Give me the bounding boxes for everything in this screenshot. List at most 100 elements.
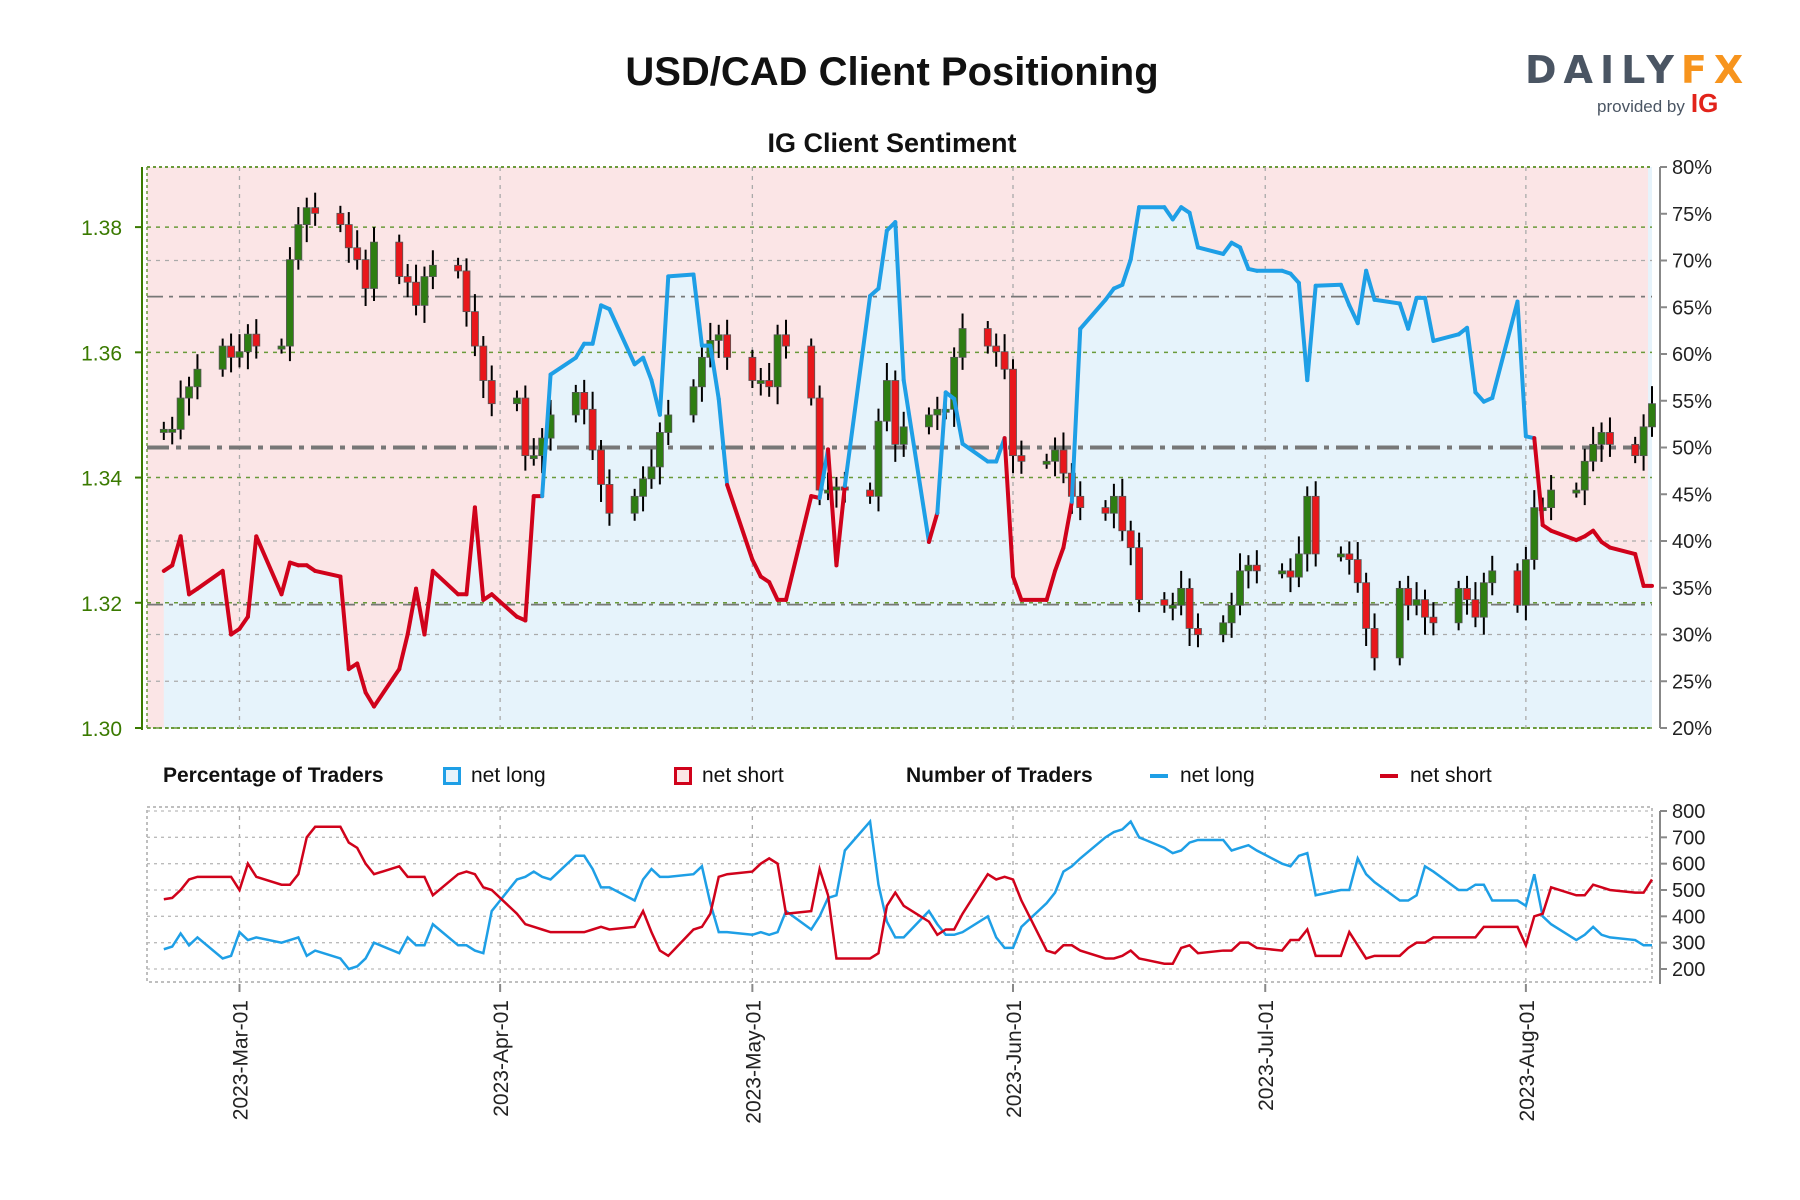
candle-up — [428, 264, 437, 277]
sentiment-line-segment — [1465, 325, 1478, 395]
sentiment-line-segment — [254, 534, 284, 597]
candle-down — [1404, 587, 1413, 606]
candle-up — [420, 276, 429, 306]
candle-up — [286, 259, 294, 347]
sentiment-line-segment — [1406, 295, 1419, 331]
sentiment-line-segment — [783, 494, 814, 602]
candle-up — [1303, 495, 1312, 555]
right-axis-label: 60% — [1672, 344, 1712, 366]
candle-up — [529, 455, 538, 460]
sentiment-line-segment — [414, 586, 427, 637]
right-axis-label: 35% — [1672, 578, 1712, 600]
candle-down — [1463, 587, 1471, 601]
left-axis-label: 1.32 — [81, 593, 122, 616]
left-axis-label: 1.30 — [81, 718, 122, 741]
right-axis-label: 45% — [1672, 484, 1712, 506]
sentiment-line-segment — [876, 228, 889, 291]
candle-down — [1471, 599, 1480, 618]
sentiment-line-segment — [372, 667, 402, 709]
candle-up — [1109, 495, 1118, 514]
candle-down — [412, 281, 420, 306]
sentiment-line-segment — [1532, 436, 1545, 528]
sentiment-line-segment — [1338, 282, 1352, 308]
sentiment-line-segment — [826, 447, 839, 568]
logo-ig: IG — [1690, 88, 1719, 118]
candle-up — [756, 380, 765, 384]
candle-up — [1219, 622, 1228, 636]
legend-swatch-short — [674, 767, 692, 785]
right-axis-label: 80% — [1672, 157, 1712, 179]
sentiment-line-segment — [691, 272, 704, 348]
candle-down — [1370, 628, 1379, 659]
candle-up — [714, 334, 723, 341]
candle-down — [1429, 616, 1438, 624]
sentiment-line-segment — [960, 441, 990, 464]
logo-provided-by: provided by — [1597, 97, 1685, 116]
candle-up — [185, 386, 193, 399]
candle-up — [689, 386, 698, 416]
sentiment-line-segment — [1288, 271, 1301, 285]
candle-down — [521, 397, 530, 457]
traders-axis-label: 400 — [1672, 906, 1705, 928]
traders-axis-label: 300 — [1672, 933, 1705, 955]
legend-line-short — [1380, 774, 1398, 778]
candle-down — [1606, 432, 1614, 445]
sentiment-line-segment — [1607, 545, 1638, 557]
sentiment-line-segment — [666, 272, 696, 279]
sentiment-line-segment — [1221, 240, 1234, 256]
candle-up — [1278, 570, 1286, 575]
sentiment-line-segment — [472, 505, 486, 602]
sentiment-line-segment — [834, 483, 847, 568]
sentiment-line-segment — [1515, 299, 1528, 439]
candle-up — [370, 241, 378, 289]
net-long-area-edge — [1648, 167, 1652, 728]
sentiment-line-segment — [590, 303, 604, 346]
candle-down — [983, 328, 992, 347]
sentiment-line-segment — [1103, 286, 1116, 302]
candle-down — [1059, 449, 1068, 474]
sentiment-line-segment — [430, 568, 461, 597]
sentiment-line-segment — [363, 690, 377, 709]
sentiment-line-segment — [607, 307, 637, 367]
sentiment-line-segment — [1128, 205, 1142, 262]
candle-down — [1185, 587, 1194, 629]
candle-down — [361, 259, 370, 289]
candle-down — [782, 334, 790, 347]
sentiment-line-segment — [1195, 245, 1226, 256]
candle-up — [647, 466, 656, 480]
candle-up — [513, 397, 521, 405]
candle-down — [1353, 559, 1362, 584]
sentiment-line-segment — [338, 574, 351, 672]
candle-up — [832, 486, 841, 491]
candle-down — [992, 345, 1001, 353]
candle-down — [1118, 495, 1127, 532]
candle-up — [1227, 604, 1236, 624]
candle-up — [655, 432, 664, 468]
candle-down — [605, 484, 614, 514]
net-long-area — [163, 207, 1652, 728]
sentiment-line-segment — [1069, 326, 1083, 504]
traders-net-short-line — [163, 825, 1654, 965]
candle-down — [1631, 443, 1640, 457]
left-axis-label: 1.34 — [81, 468, 122, 491]
logo-brand-accent: FX — [1680, 48, 1751, 92]
candle-up — [933, 408, 942, 416]
sentiment-line-segment — [548, 355, 578, 377]
candle-down — [891, 380, 900, 445]
sentiment-line-segment — [767, 580, 780, 602]
sentiment-line-segment — [1078, 297, 1108, 331]
legend-pct-short: net short — [674, 764, 784, 788]
candle-up — [1236, 570, 1244, 606]
sentiment-line-segment — [523, 494, 536, 623]
candle-down — [1194, 628, 1202, 636]
sentiment-line-segment — [195, 568, 225, 591]
chart-subtitle: IG Client Sentiment — [767, 128, 1017, 158]
candle-down — [395, 241, 404, 277]
dailyfx-logo: DAILYFX provided by IG — [1525, 48, 1745, 119]
sentiment-line-segment — [355, 661, 368, 695]
sentiment-line-segment — [489, 592, 519, 619]
right-axis-label: 70% — [1672, 251, 1712, 273]
candle-up — [302, 207, 311, 226]
